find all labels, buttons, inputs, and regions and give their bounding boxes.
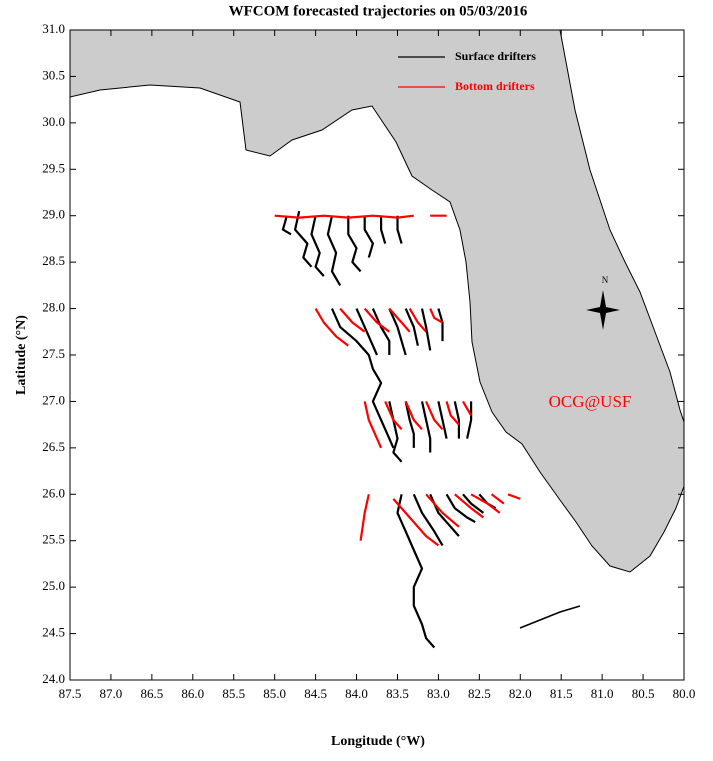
x-tick-label: 85.0 (263, 686, 286, 701)
north-arrow: N (586, 275, 620, 330)
x-tick-label: 81.5 (550, 686, 573, 701)
trajectory (274, 214, 521, 547)
x-tick-label: 87.5 (59, 686, 82, 701)
y-tick-label: 30.5 (42, 67, 65, 82)
x-tick-label: 86.5 (140, 686, 163, 701)
y-tick-label: 24.0 (42, 671, 65, 686)
y-tick-label: 27.5 (42, 346, 65, 361)
north-label: N (602, 275, 609, 285)
legend-label: Surface drifters (455, 49, 536, 63)
y-tick-label: 26.5 (42, 439, 65, 454)
y-axis-label: Latitude (°N) (14, 315, 29, 395)
chart-title: WFCOM forecasted trajectories on 05/03/2… (229, 3, 528, 19)
annotation: OCG@USF (549, 392, 632, 411)
y-tick-label: 29.0 (42, 207, 65, 222)
x-tick-label: 82.0 (509, 686, 532, 701)
x-tick-label: 83.5 (386, 686, 409, 701)
legend-label: Bottom drifters (455, 79, 535, 93)
y-tick-label: 31.0 (42, 21, 65, 36)
land (70, 30, 684, 573)
x-tick-label: 80.0 (673, 686, 696, 701)
y-tick-label: 30.0 (42, 114, 65, 129)
y-tick-label: 28.5 (42, 253, 65, 268)
x-tick-label: 87.0 (100, 686, 123, 701)
y-tick-label: 27.0 (42, 392, 65, 407)
x-tick-label: 83.0 (427, 686, 450, 701)
y-tick-label: 29.5 (42, 160, 65, 175)
x-tick-label: 82.5 (468, 686, 491, 701)
y-tick-label: 25.5 (42, 532, 65, 547)
y-tick-label: 24.5 (42, 625, 65, 640)
x-tick-label: 81.0 (591, 686, 614, 701)
keys (519, 605, 581, 629)
y-tick-label: 28.0 (42, 300, 65, 315)
x-axis-label: Longitude (°W) (331, 734, 425, 749)
x-tick-label: 85.5 (222, 686, 245, 701)
x-tick-label: 84.5 (304, 686, 327, 701)
x-tick-label: 86.0 (181, 686, 204, 701)
trajectory (281, 210, 497, 649)
y-tick-label: 25.0 (42, 578, 65, 593)
y-tick-label: 26.0 (42, 485, 65, 500)
x-tick-label: 80.5 (632, 686, 655, 701)
x-tick-label: 84.0 (345, 686, 368, 701)
